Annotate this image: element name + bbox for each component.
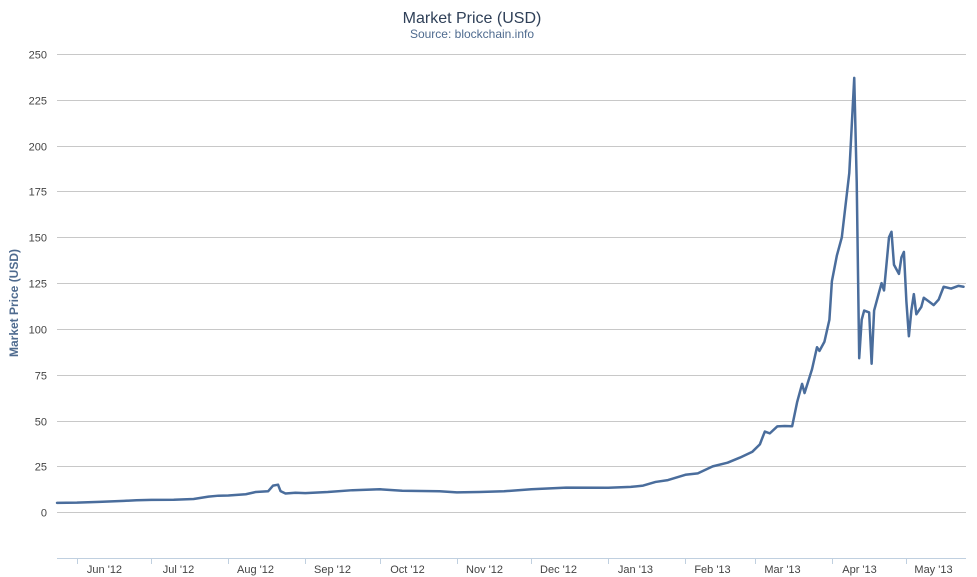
x-tick-label: Feb '13	[694, 564, 730, 576]
y-tick-label: 225	[29, 96, 47, 108]
y-tick-label: 250	[29, 50, 47, 62]
chart-title: Market Price (USD)	[403, 10, 542, 27]
x-tick-label: May '13	[914, 564, 952, 576]
y-axis-label: Market Price (USD)	[7, 249, 21, 357]
x-tick-label: Jun '12	[87, 564, 122, 576]
y-tick-label: 0	[41, 508, 47, 520]
series-line	[55, 76, 965, 505]
x-tick-label: Nov '12	[466, 564, 503, 576]
chart-subtitle: Source: blockchain.info	[410, 27, 534, 41]
x-tick-label: Sep '12	[314, 564, 351, 576]
y-tick-label: 75	[35, 371, 47, 383]
y-tick-label: 25	[35, 462, 47, 474]
grid-lines	[57, 54, 966, 513]
x-tick-label: Jan '13	[618, 564, 653, 576]
x-tick-label: Mar '13	[764, 564, 800, 576]
x-tick-label: Jul '12	[163, 564, 194, 576]
series-layer	[55, 76, 965, 505]
x-tick-label: Apr '13	[842, 564, 877, 576]
x-tick-label: Oct '12	[390, 564, 425, 576]
y-tick-label: 125	[29, 279, 47, 291]
y-tick-label: 150	[29, 233, 47, 245]
y-axis-ticks: 0 25 50 75 100 125 150 175 200 225 250	[29, 50, 47, 520]
x-tick-label: Aug '12	[237, 564, 274, 576]
y-tick-label: 200	[29, 142, 47, 154]
y-tick-label: 50	[35, 417, 47, 429]
y-tick-label: 175	[29, 187, 47, 199]
x-tick-label: Dec '12	[540, 564, 577, 576]
y-tick-label: 100	[29, 325, 47, 337]
x-axis-ticks: Jun '12 Jul '12 Aug '12 Sep '12 Oct '12 Nov '…	[77, 558, 953, 576]
